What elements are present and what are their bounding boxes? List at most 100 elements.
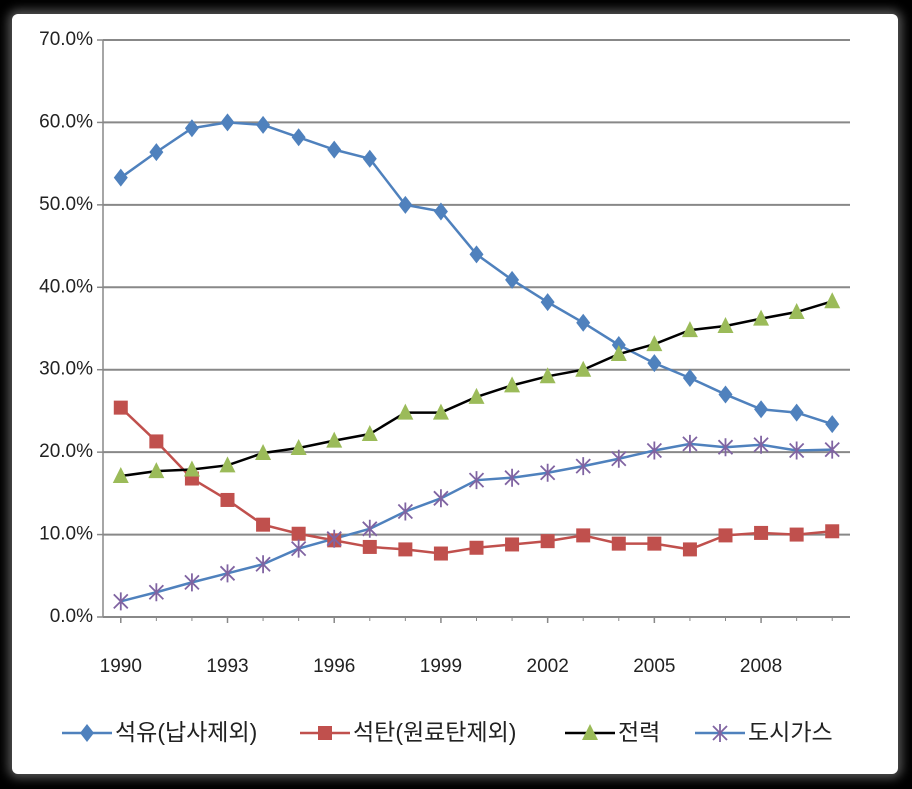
marker: [682, 542, 697, 557]
legend-label: 도시가스: [748, 719, 833, 745]
marker: [753, 435, 769, 454]
marker: [576, 528, 591, 543]
marker: [432, 403, 449, 420]
x-tick-label: 1993: [206, 656, 248, 677]
marker: [646, 335, 663, 352]
marker: [291, 128, 306, 147]
y-tick-label: 20.0%: [39, 441, 93, 462]
marker: [718, 528, 733, 543]
marker: [149, 434, 164, 449]
marker: [469, 540, 484, 555]
marker: [504, 376, 521, 393]
marker: [468, 387, 485, 404]
marker: [184, 119, 199, 138]
marker: [505, 537, 520, 552]
marker: [219, 564, 236, 583]
marker: [398, 542, 413, 557]
marker: [361, 425, 378, 442]
series-line: [120, 121, 833, 426]
marker: [540, 293, 555, 312]
legend-label: 석유(납사제외): [115, 719, 257, 745]
marker: [398, 195, 413, 214]
legend-marker: [582, 724, 598, 740]
marker: [397, 502, 413, 521]
marker: [682, 368, 697, 387]
marker: [113, 400, 128, 415]
marker: [717, 317, 734, 334]
marker: [256, 115, 271, 134]
marker: [220, 113, 235, 132]
marker: [112, 467, 129, 484]
legend-label: 전력: [618, 719, 660, 745]
marker: [290, 439, 307, 456]
marker: [611, 335, 626, 354]
marker: [789, 527, 804, 542]
marker: [504, 468, 520, 487]
marker: [433, 546, 448, 561]
marker: [789, 403, 804, 422]
marker: [788, 303, 805, 320]
marker: [255, 555, 271, 574]
y-tick-label: 40.0%: [39, 276, 93, 297]
marker: [291, 539, 307, 558]
marker: [646, 441, 662, 460]
marker: [362, 149, 377, 168]
marker: [219, 456, 236, 473]
marker: [825, 524, 840, 539]
marker: [717, 438, 734, 457]
x-tick-label: 1990: [100, 656, 142, 677]
legend-marker: [712, 724, 728, 742]
marker: [184, 573, 200, 592]
marker: [575, 457, 591, 476]
marker: [681, 321, 698, 338]
marker: [469, 245, 484, 264]
marker: [540, 534, 555, 549]
x-tick-label: 1999: [420, 656, 462, 677]
marker: [647, 536, 662, 551]
marker: [753, 309, 770, 326]
marker: [183, 460, 200, 477]
marker: [611, 449, 627, 468]
marker: [611, 536, 626, 551]
marker: [433, 202, 448, 221]
x-tick-label: 2005: [633, 656, 675, 677]
marker: [255, 443, 272, 460]
y-tick-label: 60.0%: [39, 111, 93, 132]
marker: [682, 434, 698, 453]
marker: [149, 143, 164, 162]
marker: [148, 462, 165, 479]
marker: [148, 583, 164, 602]
y-tick-label: 70.0%: [39, 29, 93, 50]
marker: [113, 168, 128, 187]
marker: [789, 441, 805, 460]
legend-marker: [318, 726, 332, 740]
marker: [754, 525, 769, 540]
x-tick-label: 1996: [313, 656, 355, 677]
marker: [397, 403, 414, 420]
marker: [291, 526, 306, 541]
marker: [220, 492, 235, 507]
marker: [326, 431, 343, 448]
y-tick-label: 10.0%: [39, 524, 93, 545]
marker: [576, 313, 591, 332]
marker: [539, 367, 556, 384]
marker: [256, 517, 271, 532]
marker: [505, 270, 520, 289]
marker: [362, 539, 377, 554]
marker: [575, 360, 592, 377]
marker: [326, 529, 342, 548]
marker: [824, 440, 840, 459]
marker: [468, 471, 485, 490]
marker: [825, 415, 840, 434]
x-tick-label: 2008: [740, 656, 782, 677]
legend-marker: [80, 724, 94, 742]
marker: [610, 345, 627, 362]
marker: [824, 292, 841, 309]
y-tick-label: 50.0%: [39, 194, 93, 215]
legend: 석유(납사제외) 석탄(원료탄제외) 전력 도시가스: [62, 719, 833, 745]
y-tick-label: 30.0%: [39, 359, 93, 380]
marker: [540, 463, 556, 482]
marker: [647, 354, 662, 373]
marker: [113, 592, 129, 611]
